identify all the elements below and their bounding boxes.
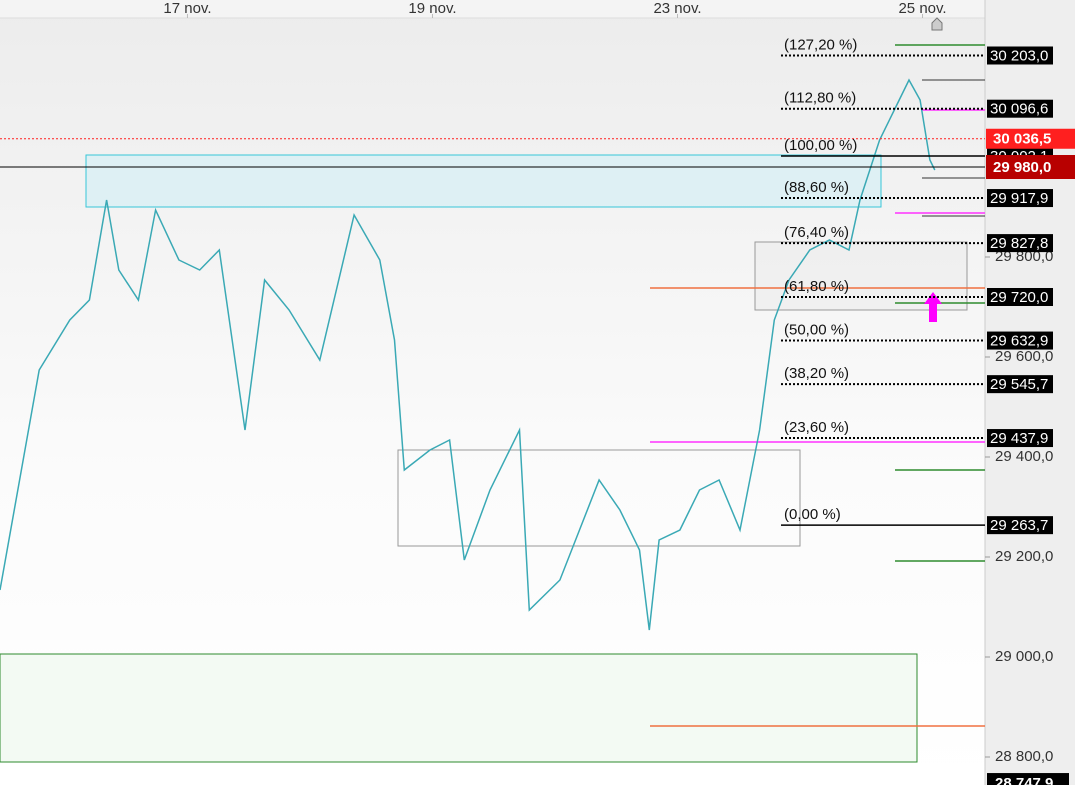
price-tag-label: 28 747,9 (995, 775, 1053, 785)
x-tick-label: 17 nov. (163, 0, 211, 17)
arrow (924, 292, 942, 322)
fib-label: (112,80 %) (784, 90, 856, 107)
y-tick-label: 29 800,0 (995, 248, 1053, 265)
price-tag (987, 516, 1053, 535)
price-tag (987, 46, 1053, 65)
price-tag-label: 29 437,9 (990, 430, 1048, 447)
price-tag-label: 29 720,0 (990, 289, 1048, 306)
y-tick-label: 29 600,0 (995, 348, 1053, 365)
price-tag (987, 773, 1069, 785)
x-tick-label: 25 nov. (898, 0, 946, 17)
price-tag (987, 429, 1053, 448)
fib-label: (38,20 %) (784, 365, 849, 382)
range-box (397, 449, 801, 547)
home-icon (931, 17, 943, 31)
fib-label: (100,00 %) (784, 137, 857, 154)
price-tag (986, 155, 1075, 179)
price-tag (987, 234, 1053, 253)
price-tag (987, 288, 1053, 306)
time-axis-bg (0, 0, 985, 18)
y-tick-label: 29 400,0 (995, 448, 1053, 465)
fib-label: (88,60 %) (784, 179, 849, 196)
price-tag-label: 30 203,0 (990, 47, 1048, 64)
price-tag-label: 29 632,9 (990, 333, 1048, 350)
price-tag-label: 30 096,6 (990, 101, 1048, 118)
x-tick-label: 23 nov. (653, 0, 701, 17)
support-zone (0, 653, 918, 763)
price-tag-label: 29 980,0 (993, 159, 1051, 176)
fib-label: (0,00 %) (784, 506, 841, 523)
fib-label: (23,60 %) (784, 419, 849, 436)
price-tag (987, 375, 1053, 394)
price-tag (986, 128, 1075, 149)
fib-label: (50,00 %) (784, 322, 849, 339)
price-tag-label: 29 545,7 (990, 376, 1048, 393)
price-tag-label: 30 036,5 (993, 131, 1051, 148)
x-tick-label: 19 nov. (408, 0, 456, 17)
price-tag (987, 189, 1053, 208)
price-tag-label: 29 917,9 (990, 190, 1048, 207)
y-tick-label: 29 000,0 (995, 648, 1053, 665)
fib-label: (61,80 %) (784, 278, 849, 295)
price-tag-label: 29 827,8 (990, 235, 1048, 252)
y-tick-label: 28 800,0 (995, 748, 1053, 765)
price-line (0, 78, 936, 631)
price-tag (987, 99, 1053, 118)
price-tag-label: 29 263,7 (990, 517, 1048, 534)
fib-label: (127,20 %) (784, 36, 857, 53)
fib-label: (76,40 %) (784, 224, 849, 241)
y-tick-label: 29 200,0 (995, 548, 1053, 565)
price-tag (987, 331, 1053, 350)
resistance-zone (85, 154, 882, 208)
